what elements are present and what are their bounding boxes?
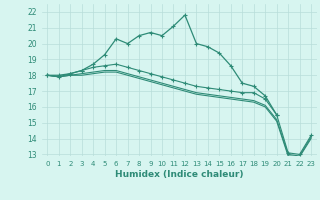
X-axis label: Humidex (Indice chaleur): Humidex (Indice chaleur)	[115, 170, 244, 179]
